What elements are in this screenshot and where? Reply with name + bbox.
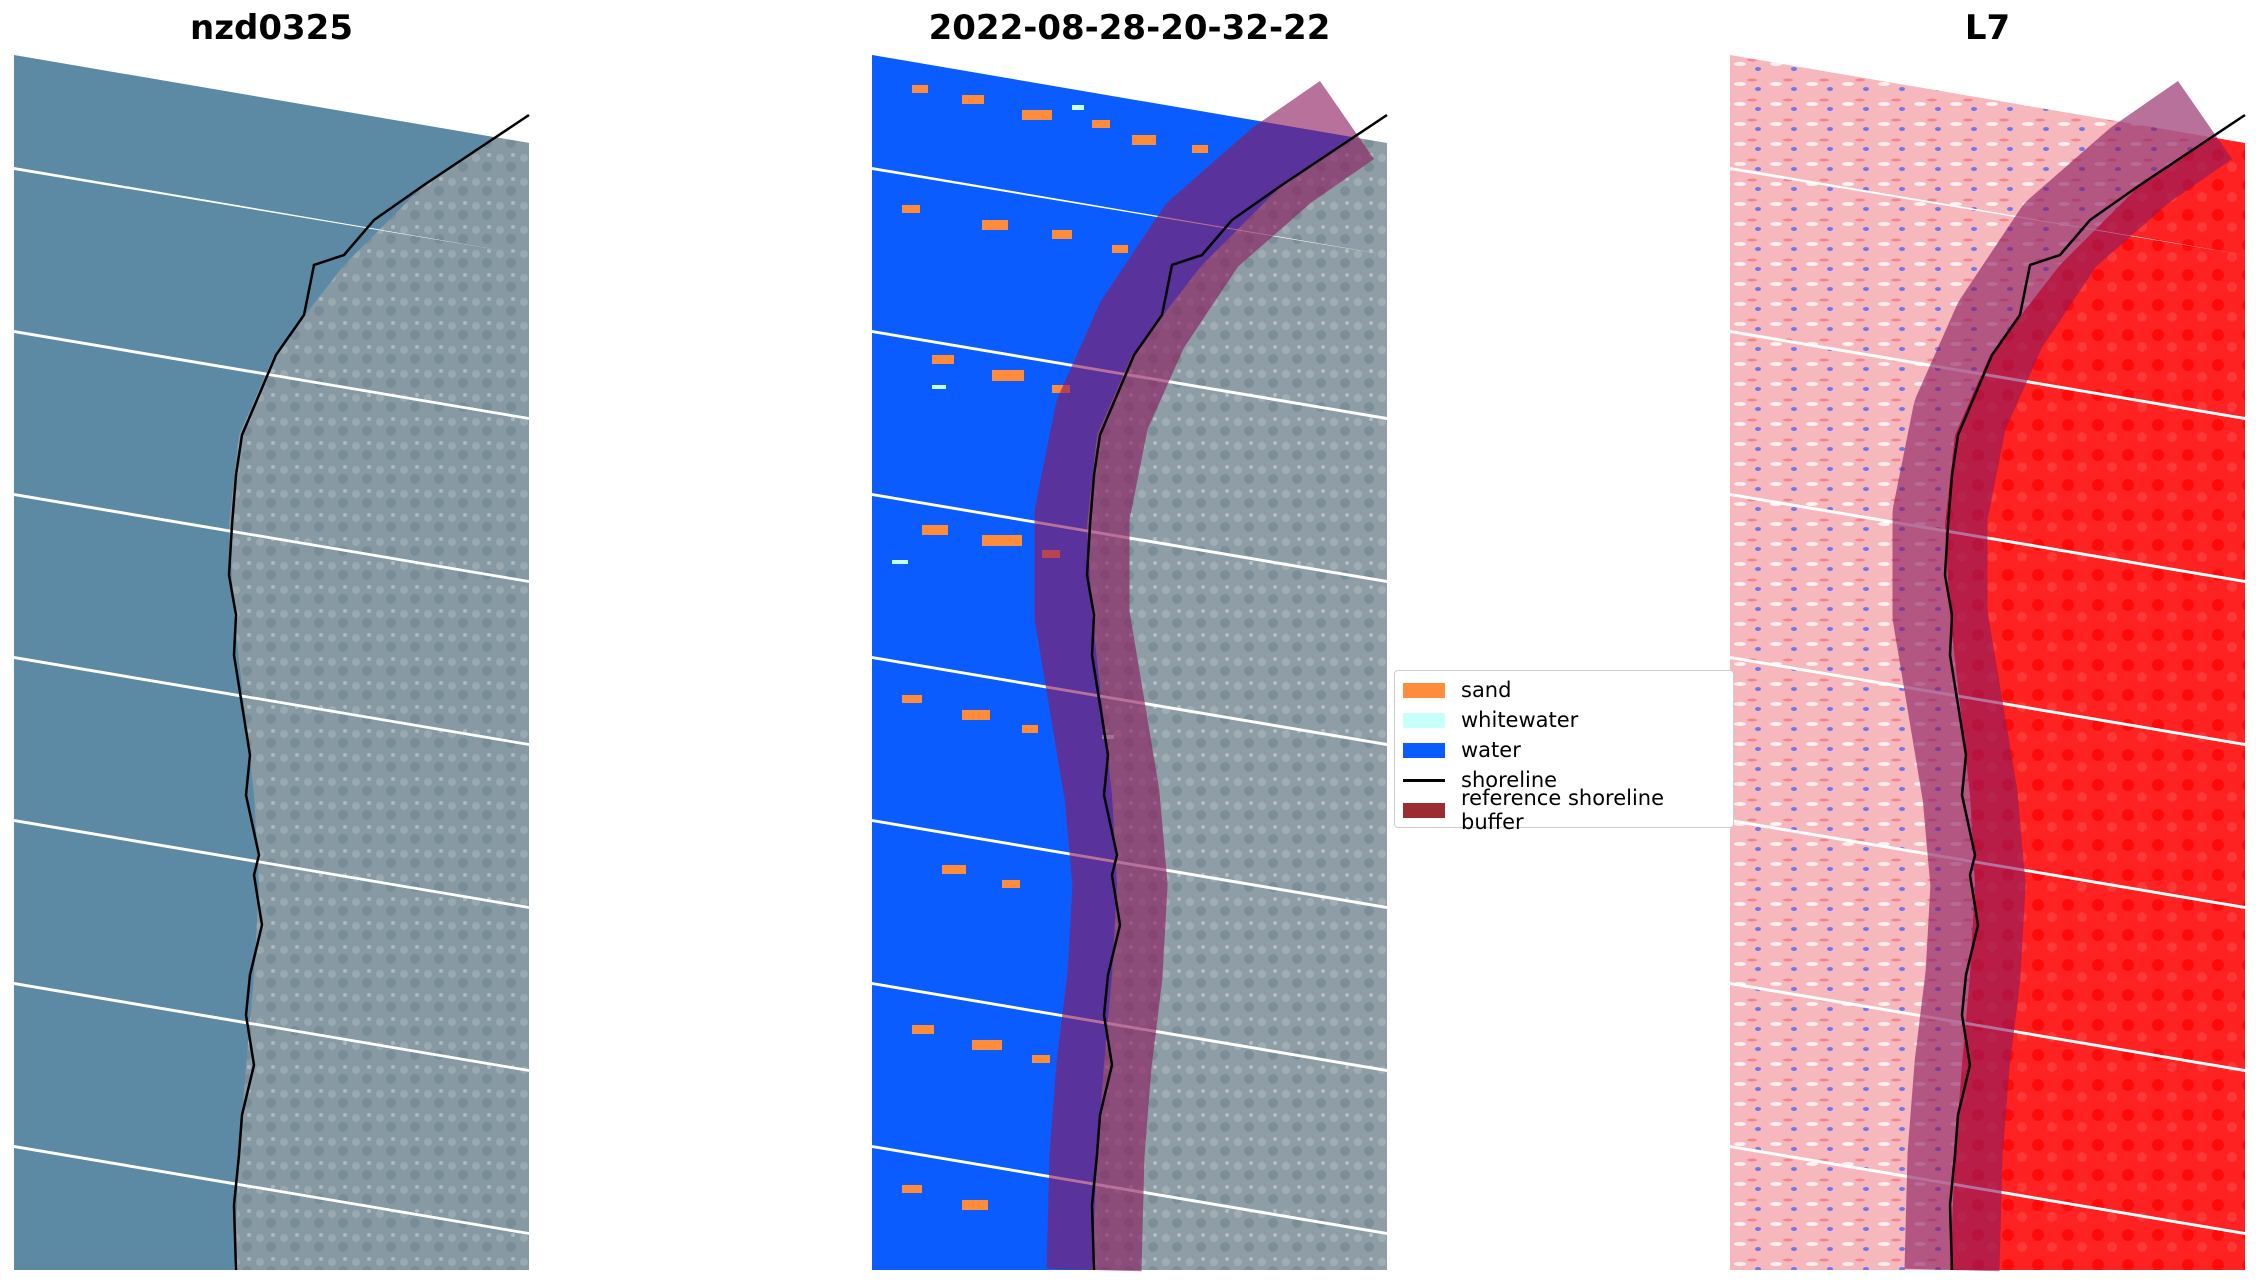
legend-item-sand: sand bbox=[1403, 677, 1511, 703]
index-panel bbox=[1730, 55, 2246, 1272]
legend-swatch-reference-buffer bbox=[1403, 802, 1445, 818]
legend-item-whitewater: whitewater bbox=[1403, 707, 1578, 733]
rgb-panel bbox=[14, 55, 530, 1271]
classified-water-area bbox=[872, 55, 1387, 1270]
legend-label-water: water bbox=[1461, 738, 1521, 762]
panel-title-rgb: nzd0325 bbox=[190, 8, 353, 48]
panel-title-classified: 2022-08-28-20-32-22 bbox=[928, 8, 1331, 48]
legend-swatch-whitewater bbox=[1403, 712, 1445, 728]
legend-swatch-water bbox=[1403, 742, 1445, 758]
legend-item-water: water bbox=[1403, 737, 1521, 763]
index-reference-buffer bbox=[1892, 80, 2233, 1272]
legend-label-whitewater: whitewater bbox=[1461, 708, 1579, 732]
classified-shoreline bbox=[1085, 113, 1388, 1271]
legend: sand whitewater water shoreline referenc… bbox=[1394, 670, 1734, 834]
sand-patches bbox=[902, 85, 1208, 1210]
classified-panel bbox=[872, 55, 1388, 1272]
rgb-shoreline bbox=[227, 113, 530, 1271]
reference-buffer bbox=[1034, 80, 1375, 1272]
legend-label-shoreline: shoreline bbox=[1461, 768, 1558, 792]
legend-swatch-sand bbox=[1403, 682, 1445, 698]
legend-item-reference-buffer: reference shoreline buffer bbox=[1403, 786, 1733, 834]
legend-swatch-shoreline bbox=[1403, 778, 1445, 782]
legend-item-shoreline: shoreline bbox=[1403, 767, 1557, 793]
legend-label-reference-buffer: reference shoreline buffer bbox=[1461, 786, 1665, 834]
rgb-land-area bbox=[229, 115, 529, 1270]
panel-title-index: L7 bbox=[1964, 8, 2011, 48]
legend-label-sand: sand bbox=[1461, 678, 1512, 702]
index-shoreline bbox=[1943, 113, 2246, 1271]
